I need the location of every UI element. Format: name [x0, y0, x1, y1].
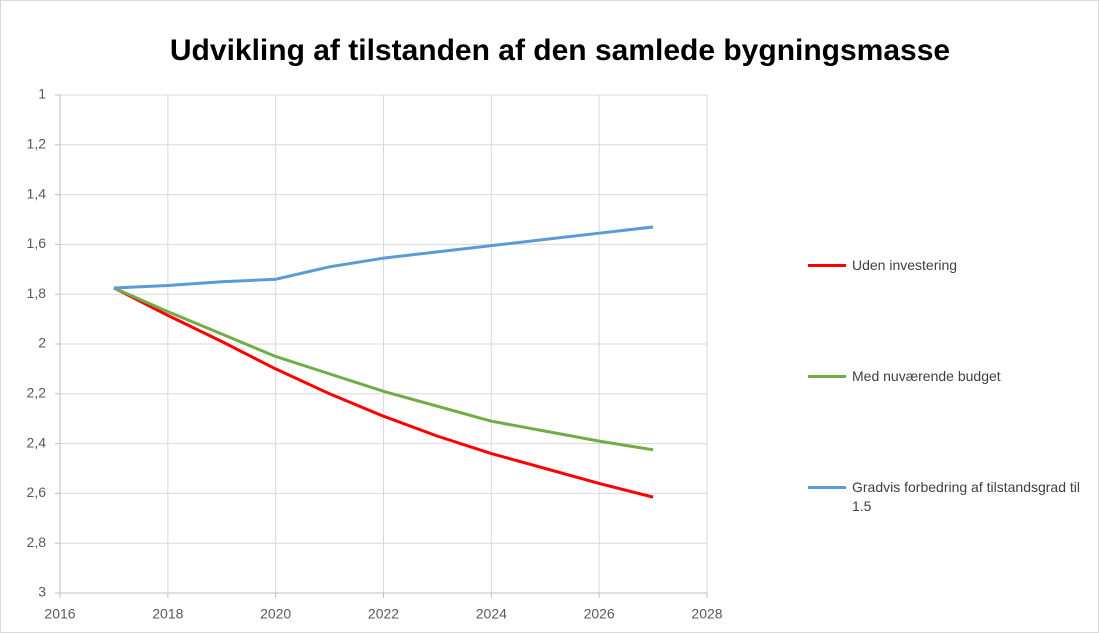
y-tick-label: 1,4 [27, 185, 47, 201]
y-tick-label: 1,2 [27, 136, 47, 152]
y-tick-label: 2,4 [27, 434, 47, 450]
x-tick-label: 2016 [44, 606, 75, 622]
y-tick-label: 2 [38, 335, 46, 351]
x-tick-label: 2022 [368, 606, 399, 622]
x-tick-label: 2026 [584, 606, 615, 622]
x-tick-label: 2028 [691, 606, 722, 622]
legend-swatch [808, 486, 846, 489]
legend-swatch [808, 375, 846, 378]
series-line [113, 286, 654, 452]
legend-label: Med nuværende budget [852, 368, 1001, 384]
series-line [113, 286, 654, 499]
legend-label: Uden investering [852, 257, 958, 273]
y-tick-label: 1 [38, 86, 46, 102]
y-tick-label: 2,2 [27, 385, 47, 401]
x-tick-label: 2018 [152, 606, 183, 622]
legend-swatch [808, 264, 846, 267]
y-tick-label: 2,6 [27, 484, 47, 500]
y-tick-label: 3 [38, 584, 46, 600]
legend-item: Med nuværende budget [808, 367, 1092, 386]
y-tick-label: 1,8 [27, 285, 47, 301]
series-line [113, 225, 654, 290]
legend-label: Gradvis forbedring af tilstandsgrad til … [852, 479, 1080, 514]
y-tick-label: 2,8 [27, 534, 47, 550]
x-tick-label: 2024 [476, 606, 507, 622]
legend-item: Gradvis forbedring af tilstandsgrad til … [808, 478, 1092, 516]
y-tick-label: 1,6 [27, 235, 47, 251]
legend-item: Uden investering [808, 256, 1092, 275]
chart-title: Udvikling af tilstanden af den samlede b… [170, 34, 950, 67]
x-tick-label: 2020 [260, 606, 291, 622]
